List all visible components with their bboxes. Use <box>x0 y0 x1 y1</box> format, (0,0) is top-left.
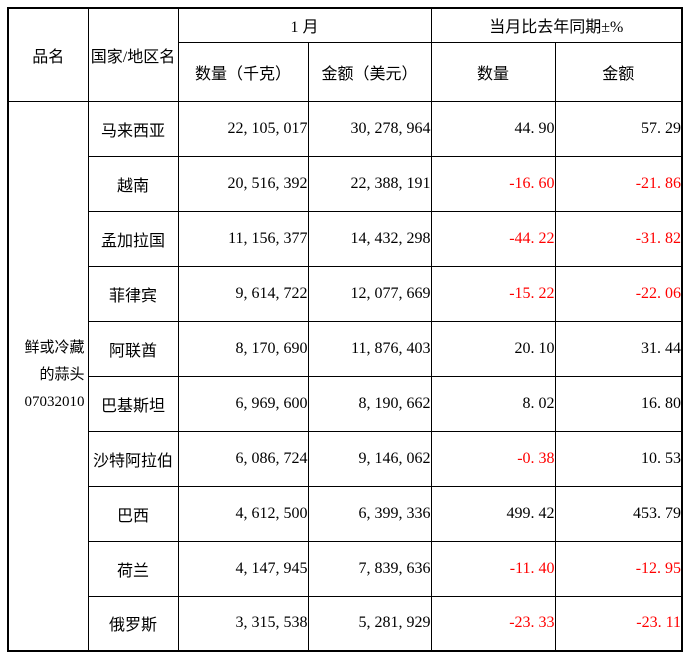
amount-cell: 14, 432, 298 <box>307 210 432 267</box>
amount-cell: 30, 278, 964 <box>307 100 432 157</box>
yoy-qty-cell: -23. 33 <box>430 595 556 652</box>
header-month-group: 1 月 <box>177 7 432 43</box>
yoy-amount-cell: -23. 11 <box>554 595 683 652</box>
amount-cell: 11, 876, 403 <box>307 320 432 377</box>
amount-cell: 9, 146, 062 <box>307 430 432 487</box>
qty-cell: 11, 156, 377 <box>177 210 309 267</box>
table-row: 巴西 4, 612, 500 6, 399, 336 499. 42 453. … <box>8 485 683 542</box>
qty-cell: 22, 105, 017 <box>177 100 309 157</box>
yoy-amount-cell: 31. 44 <box>554 320 683 377</box>
amount-cell: 12, 077, 669 <box>307 265 432 322</box>
yoy-qty-cell: -44. 22 <box>430 210 556 267</box>
country-cell: 俄罗斯 <box>87 595 179 652</box>
table-row: 鲜或冷藏 的蒜头 07032010 马来西亚 22, 105, 017 30, … <box>7 100 683 652</box>
trade-statistics-table: 品名 国家/地区名 1 月 当月比去年同期±% 数量（千克） 金额（美元） 数量… <box>7 7 684 652</box>
yoy-amount-cell: -21. 86 <box>554 155 683 212</box>
table-row: 俄罗斯 3, 315, 538 5, 281, 929 -23. 33 -23.… <box>8 595 683 652</box>
country-cell: 沙特阿拉伯 <box>87 430 179 487</box>
table-row: 沙特阿拉伯 6, 086, 724 9, 146, 062 -0. 38 10.… <box>8 430 683 487</box>
country-cell: 巴西 <box>87 485 179 542</box>
yoy-qty-cell: 8. 02 <box>430 375 556 432</box>
yoy-amount-cell: -22. 06 <box>554 265 683 322</box>
header-yoy-qty: 数量 <box>430 41 556 102</box>
yoy-qty-cell: -16. 60 <box>430 155 556 212</box>
header-country: 国家/地区名 <box>87 7 179 102</box>
yoy-amount-cell: 16. 80 <box>554 375 683 432</box>
product-cell: 鲜或冷藏 的蒜头 07032010 <box>7 100 89 652</box>
country-cell: 菲律宾 <box>87 265 179 322</box>
table-row: 孟加拉国 11, 156, 377 14, 432, 298 -44. 22 -… <box>8 210 683 267</box>
yoy-amount-cell: -31. 82 <box>554 210 683 267</box>
amount-cell: 5, 281, 929 <box>307 595 432 652</box>
header-yoy-amount: 金额 <box>554 41 683 102</box>
product-line-2: 的蒜头 <box>39 367 85 384</box>
country-cell: 巴基斯坦 <box>87 375 179 432</box>
yoy-amount-cell: 57. 29 <box>554 100 683 157</box>
header-product: 品名 <box>7 7 89 102</box>
qty-cell: 6, 086, 724 <box>177 430 309 487</box>
table-row: 巴基斯坦 6, 969, 600 8, 190, 662 8. 02 16. 8… <box>8 375 683 432</box>
yoy-amount-cell: 453. 79 <box>554 485 683 542</box>
header-yoy-group: 当月比去年同期±% <box>430 7 683 43</box>
country-cell: 阿联酋 <box>87 320 179 377</box>
product-code: 07032010 <box>24 394 85 411</box>
yoy-qty-cell: 44. 90 <box>430 100 556 157</box>
qty-cell: 8, 170, 690 <box>177 320 309 377</box>
header-amount-usd: 金额（美元） <box>307 41 432 102</box>
table-row: 越南 20, 516, 392 22, 388, 191 -16. 60 -21… <box>8 155 683 212</box>
table-row: 菲律宾 9, 614, 722 12, 077, 669 -15. 22 -22… <box>8 265 683 322</box>
amount-cell: 8, 190, 662 <box>307 375 432 432</box>
header-row-groups: 品名 国家/地区名 1 月 当月比去年同期±% <box>7 7 683 102</box>
qty-cell: 9, 614, 722 <box>177 265 309 322</box>
table-row: 荷兰 4, 147, 945 7, 839, 636 -11. 40 -12. … <box>8 540 683 597</box>
qty-cell: 3, 315, 538 <box>177 595 309 652</box>
amount-cell: 22, 388, 191 <box>307 155 432 212</box>
amount-cell: 7, 839, 636 <box>307 540 432 597</box>
country-cell: 荷兰 <box>87 540 179 597</box>
yoy-qty-cell: -0. 38 <box>430 430 556 487</box>
yoy-qty-cell: -15. 22 <box>430 265 556 322</box>
product-line-1: 鲜或冷藏 <box>24 340 85 357</box>
yoy-qty-cell: -11. 40 <box>430 540 556 597</box>
table-row: 阿联酋 8, 170, 690 11, 876, 403 20. 10 31. … <box>8 320 683 377</box>
qty-cell: 20, 516, 392 <box>177 155 309 212</box>
qty-cell: 4, 612, 500 <box>177 485 309 542</box>
country-cell: 马来西亚 <box>87 100 179 157</box>
qty-cell: 6, 969, 600 <box>177 375 309 432</box>
yoy-qty-cell: 499. 42 <box>430 485 556 542</box>
country-cell: 孟加拉国 <box>87 210 179 267</box>
yoy-amount-cell: 10. 53 <box>554 430 683 487</box>
country-cell: 越南 <box>87 155 179 212</box>
yoy-qty-cell: 20. 10 <box>430 320 556 377</box>
amount-cell: 6, 399, 336 <box>307 485 432 542</box>
yoy-amount-cell: -12. 95 <box>554 540 683 597</box>
header-qty-kg: 数量（千克） <box>177 41 309 102</box>
qty-cell: 4, 147, 945 <box>177 540 309 597</box>
header-row-subcolumns: 数量（千克） 金额（美元） 数量 金额 <box>8 41 683 102</box>
